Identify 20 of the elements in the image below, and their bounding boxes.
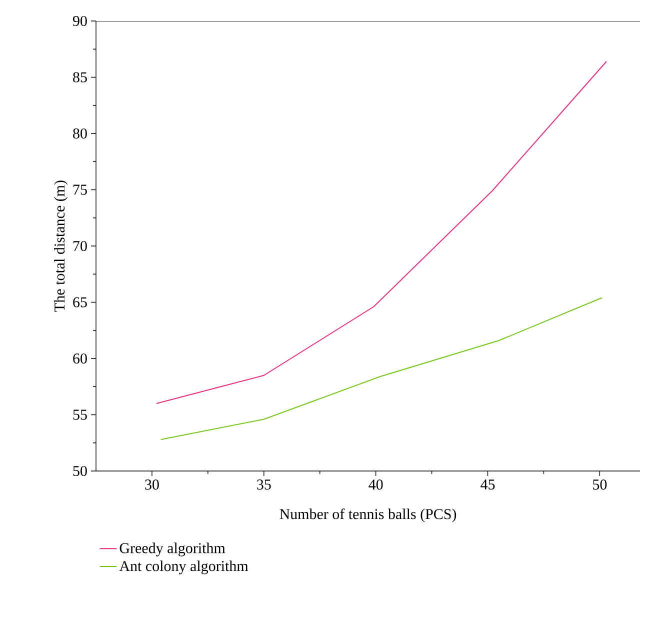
y-tick-label: 70 [73, 240, 87, 252]
y-tick-label: 85 [73, 72, 87, 82]
y-tick-label: 55 [73, 410, 87, 420]
x-tick-label: 35 [257, 480, 271, 490]
x-tick-label: 30 [145, 480, 159, 490]
x-tick-label: 50 [593, 480, 607, 490]
line-series [160, 297, 602, 440]
y-tick-label: 90 [72, 16, 87, 26]
y-tick-label: 65 [73, 297, 87, 308]
line-series [156, 60, 607, 404]
x-tick-label: 40 [368, 480, 383, 490]
y-axis-title: The total distance (m) [54, 180, 68, 312]
legend-label: Ant colony algorithm [119, 560, 248, 574]
y-tick-label: 80 [73, 128, 87, 139]
y-tick-label: 60 [73, 353, 87, 364]
x-axis-title: Number of tennis balls (PCS) [280, 508, 456, 522]
x-tick-label: 45 [480, 480, 495, 490]
y-tick-label: 75 [73, 184, 87, 195]
legend-label: Greedy algorithm [120, 542, 226, 556]
y-tick-label: 50 [73, 466, 87, 476]
